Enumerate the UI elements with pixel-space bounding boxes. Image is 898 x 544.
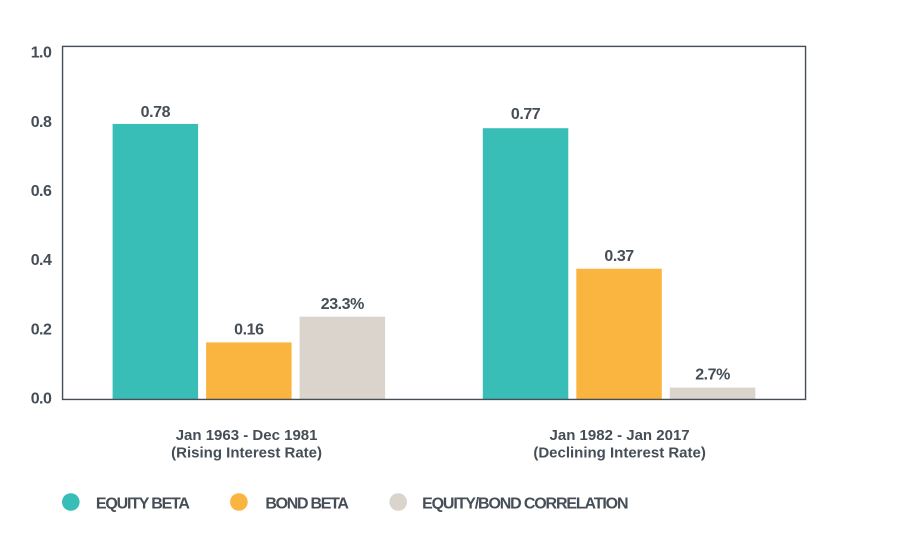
svg-text:0.2: 0.2	[31, 321, 52, 338]
svg-text:23.3%: 23.3%	[321, 296, 364, 313]
svg-text:EQUITY BETA: EQUITY BETA	[96, 495, 191, 512]
svg-text:(Rising Interest Rate): (Rising Interest Rate)	[171, 445, 322, 462]
svg-text:Jan 1982 - Jan 2017: Jan 1982 - Jan 2017	[550, 427, 690, 444]
svg-text:0.77: 0.77	[511, 106, 541, 123]
svg-text:BOND BETA: BOND BETA	[265, 495, 349, 512]
svg-text:0.78: 0.78	[141, 104, 171, 121]
svg-text:EQUITY/BOND CORRELATION: EQUITY/BOND CORRELATION	[422, 495, 628, 512]
svg-text:0.6: 0.6	[31, 183, 52, 200]
svg-text:Jan 1963 - Dec 1981: Jan 1963 - Dec 1981	[176, 427, 318, 444]
svg-text:0.37: 0.37	[604, 248, 634, 265]
svg-text:1.0: 1.0	[31, 44, 52, 61]
svg-text:0.16: 0.16	[234, 321, 264, 338]
svg-text:(Declining Interest Rate): (Declining Interest Rate)	[533, 445, 706, 462]
svg-text:2.7%: 2.7%	[695, 366, 730, 383]
svg-text:0.0: 0.0	[31, 391, 52, 408]
svg-text:0.8: 0.8	[31, 114, 52, 131]
svg-text:0.4: 0.4	[31, 252, 52, 269]
